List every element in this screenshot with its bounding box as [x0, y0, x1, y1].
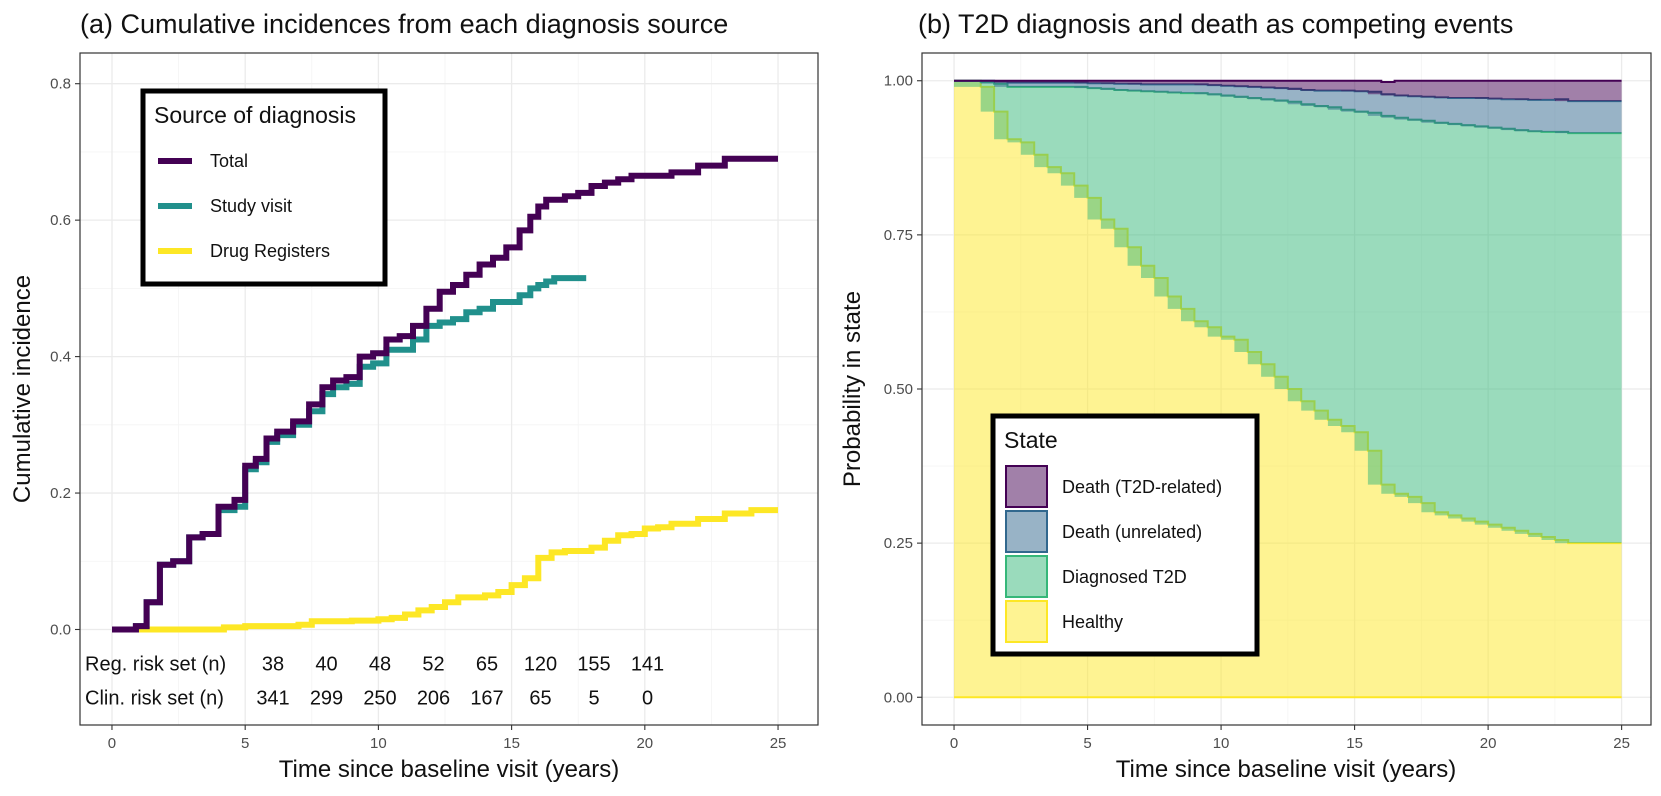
x-tick-label: 0 [950, 735, 958, 752]
risk-value: 250 [363, 688, 396, 710]
legend-label: Diagnosed T2D [1062, 567, 1187, 587]
x-tick-label: 10 [1213, 735, 1230, 752]
risk-value: 5 [588, 688, 599, 710]
panel-a-x-label: Time since baseline visit (years) [279, 756, 620, 783]
y-tick-label: 0.6 [50, 212, 71, 229]
panel-b-legend-title: State [1004, 427, 1058, 453]
panel-a-series [112, 155, 778, 633]
panel-b-y-label: Probability in state [839, 291, 866, 487]
x-tick-label: 15 [1346, 735, 1363, 752]
risk-value: 40 [315, 654, 337, 676]
panel-a-legend: Source of diagnosis Total Study visit Drug… [140, 88, 388, 287]
risk-row-label: Reg. risk set (n) [85, 654, 226, 676]
risk-value: 167 [470, 688, 503, 710]
panel-a-x-ticks: 0 5 10 15 20 25 [108, 725, 787, 752]
series-line-total [112, 155, 778, 633]
risk-value: 299 [310, 688, 343, 710]
risk-value: 155 [577, 654, 610, 676]
panel-b-title: (b) T2D diagnosis and death as competing… [918, 9, 1513, 39]
y-tick-label: 0.4 [50, 349, 71, 366]
x-tick-label: 20 [636, 735, 653, 752]
x-tick-label: 25 [770, 735, 787, 752]
legend-key [1005, 555, 1048, 598]
y-tick-label: 0.8 [50, 76, 71, 93]
x-tick-label: 10 [370, 735, 387, 752]
y-tick-label: 1.00 [884, 73, 913, 90]
risk-value: 65 [476, 654, 498, 676]
risk-value: 52 [422, 654, 444, 676]
y-tick-label: 0.2 [50, 485, 71, 502]
panel-a-y-label: Cumulative incidence [9, 275, 36, 503]
area-diagnosed-t2d [954, 80, 1622, 544]
risk-value: 0 [642, 688, 653, 710]
risk-value: 206 [417, 688, 450, 710]
x-tick-label: 20 [1480, 735, 1497, 752]
panel-a: (a) Cumulative incidences from each diag… [9, 9, 819, 783]
legend-label: Total [210, 151, 248, 171]
area-death-t2d-related [954, 80, 1622, 102]
panel-b-x-ticks: 0 5 10 15 20 25 [950, 725, 1630, 752]
area-death-unrelated [954, 80, 1622, 134]
panel-b-legend: State Death (T2D-related) Death (unrelate… [990, 413, 1260, 657]
legend-key [1005, 600, 1048, 643]
x-tick-label: 5 [1083, 735, 1091, 752]
legend-label: Healthy [1062, 612, 1123, 632]
y-tick-label: 0.00 [884, 689, 913, 706]
legend-label: Study visit [210, 196, 292, 216]
risk-value: 65 [529, 688, 551, 710]
risk-value: 38 [262, 654, 284, 676]
legend-key [1005, 510, 1048, 553]
panel-a-border [79, 52, 819, 726]
area-edge-death-t2d-related [954, 79, 1622, 83]
risk-value: 48 [369, 654, 391, 676]
y-tick-label: 0.25 [884, 535, 913, 552]
legend-label: Death (unrelated) [1062, 522, 1202, 542]
panel-a-y-ticks: 0.0 0.2 0.4 0.6 0.8 [50, 76, 80, 638]
panel-b-y-ticks: 0.00 0.25 0.50 0.75 1.00 [884, 73, 922, 706]
x-tick-label: 0 [108, 735, 116, 752]
risk-value: 341 [256, 688, 289, 710]
panel-a-title: (a) Cumulative incidences from each diag… [80, 9, 728, 39]
panel-a-legend-items: Total Study visit Drug Registers [158, 151, 330, 261]
risk-value: 120 [524, 654, 557, 676]
panel-b-legend-items: Death (T2D-related) Death (unrelated) Diag… [1005, 465, 1222, 643]
legend-key [1005, 465, 1048, 508]
panel-a-legend-title: Source of diagnosis [154, 102, 356, 128]
x-tick-label: 5 [241, 735, 249, 752]
x-tick-label: 15 [503, 735, 520, 752]
x-tick-label: 25 [1613, 735, 1630, 752]
risk-value: 141 [631, 654, 664, 676]
series-line-drug-registers [112, 507, 778, 633]
panel-b-x-label: Time since baseline visit (years) [1116, 756, 1457, 783]
panel-b: (b) T2D diagnosis and death as competing… [839, 9, 1652, 783]
risk-row-label: Clin. risk set (n) [85, 688, 224, 710]
legend-label: Drug Registers [210, 241, 330, 261]
y-tick-label: 0.50 [884, 381, 913, 398]
y-tick-label: 0.75 [884, 227, 913, 244]
y-tick-label: 0.0 [50, 621, 71, 638]
series-line-study-visit [112, 275, 587, 633]
panel-a-risk-table: Reg. risk set (n) 38 40 48 52 65 120 155 141 Clin… [85, 654, 664, 710]
legend-label: Death (T2D-related) [1062, 477, 1222, 497]
